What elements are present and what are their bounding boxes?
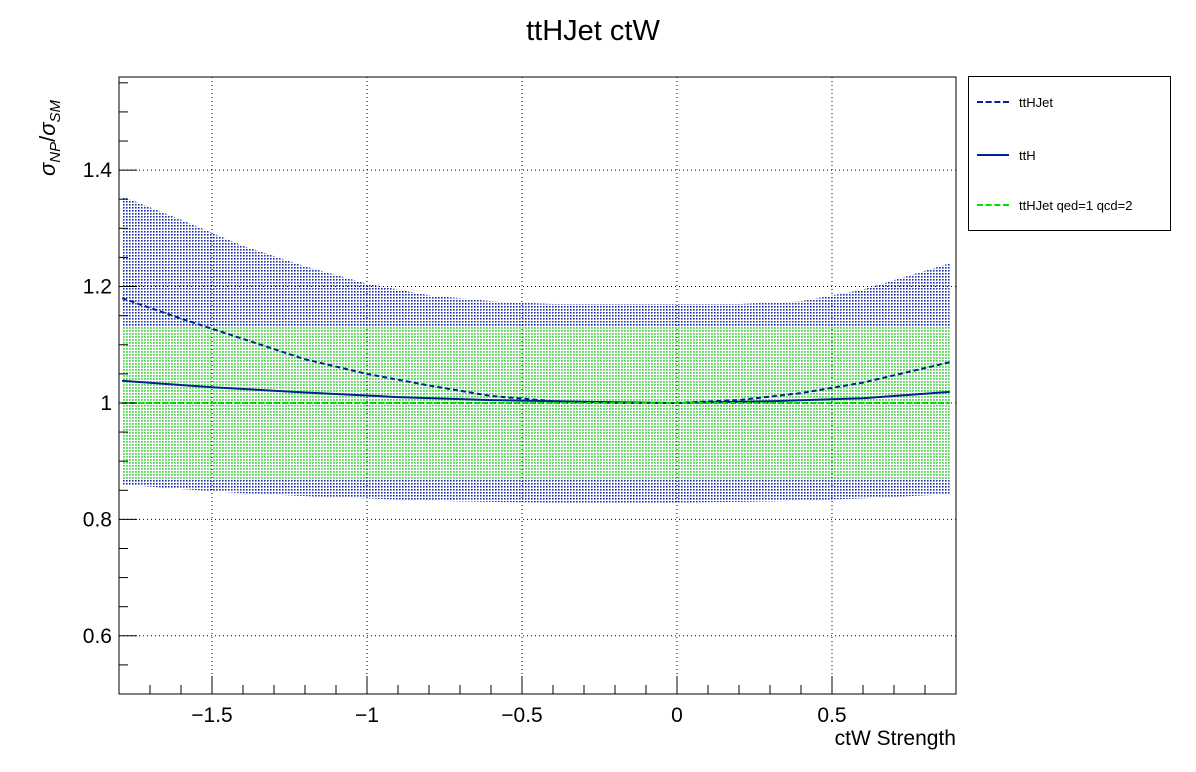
legend-label-tthjet: ttHJet <box>1019 94 1053 110</box>
y-label-den-sub: SM <box>47 99 64 122</box>
y-tick-label: 0.8 <box>83 508 112 531</box>
x-tick-label: −0.5 <box>501 704 542 727</box>
legend: ttHJet ttH ttHJet qed=1 qcd=2 <box>968 76 1171 231</box>
x-tick-label: −1 <box>355 704 379 727</box>
x-tick-label: −1.5 <box>191 704 232 727</box>
y-tick-label: 0.6 <box>83 625 112 648</box>
y-label-den-symbol: σ <box>35 122 60 136</box>
legend-swatch-tthjet <box>977 101 1009 103</box>
y-label-num-sub: NP <box>47 142 64 163</box>
legend-item-tthjet: ttHJet <box>977 92 1053 112</box>
legend-swatch-tth <box>977 154 1009 156</box>
legend-swatch-tthjet-qed <box>977 204 1009 206</box>
series-line-1 <box>122 379 950 405</box>
legend-item-tth: ttH <box>977 145 1036 165</box>
y-axis-label: σNP/σSM <box>35 99 64 176</box>
y-label-num-symbol: σ <box>35 162 60 176</box>
x-tick-label: 0 <box>671 704 683 727</box>
chart-title: ttHJet ctW <box>526 15 660 47</box>
plot-area: −1.5 −1 −0.5 0 0.5 0.6 0.8 1 1.2 1.4 <box>83 76 957 727</box>
x-axis-label: ctW Strength <box>835 727 956 750</box>
legend-item-tthjet-qed: ttHJet qed=1 qcd=2 <box>977 195 1132 215</box>
legend-label-tthjet-qed: ttHJet qed=1 qcd=2 <box>1019 197 1133 213</box>
y-label-slash: / <box>35 135 60 142</box>
x-tick-label: 0.5 <box>817 704 846 727</box>
series-line-0 <box>121 297 951 404</box>
legend-label-tth: ttH <box>1019 147 1036 163</box>
y-tick-label: 1.2 <box>83 276 112 299</box>
y-tick-label: 1.4 <box>83 159 113 182</box>
y-tick-label: 1 <box>100 392 112 415</box>
plot-frame <box>118 76 957 695</box>
